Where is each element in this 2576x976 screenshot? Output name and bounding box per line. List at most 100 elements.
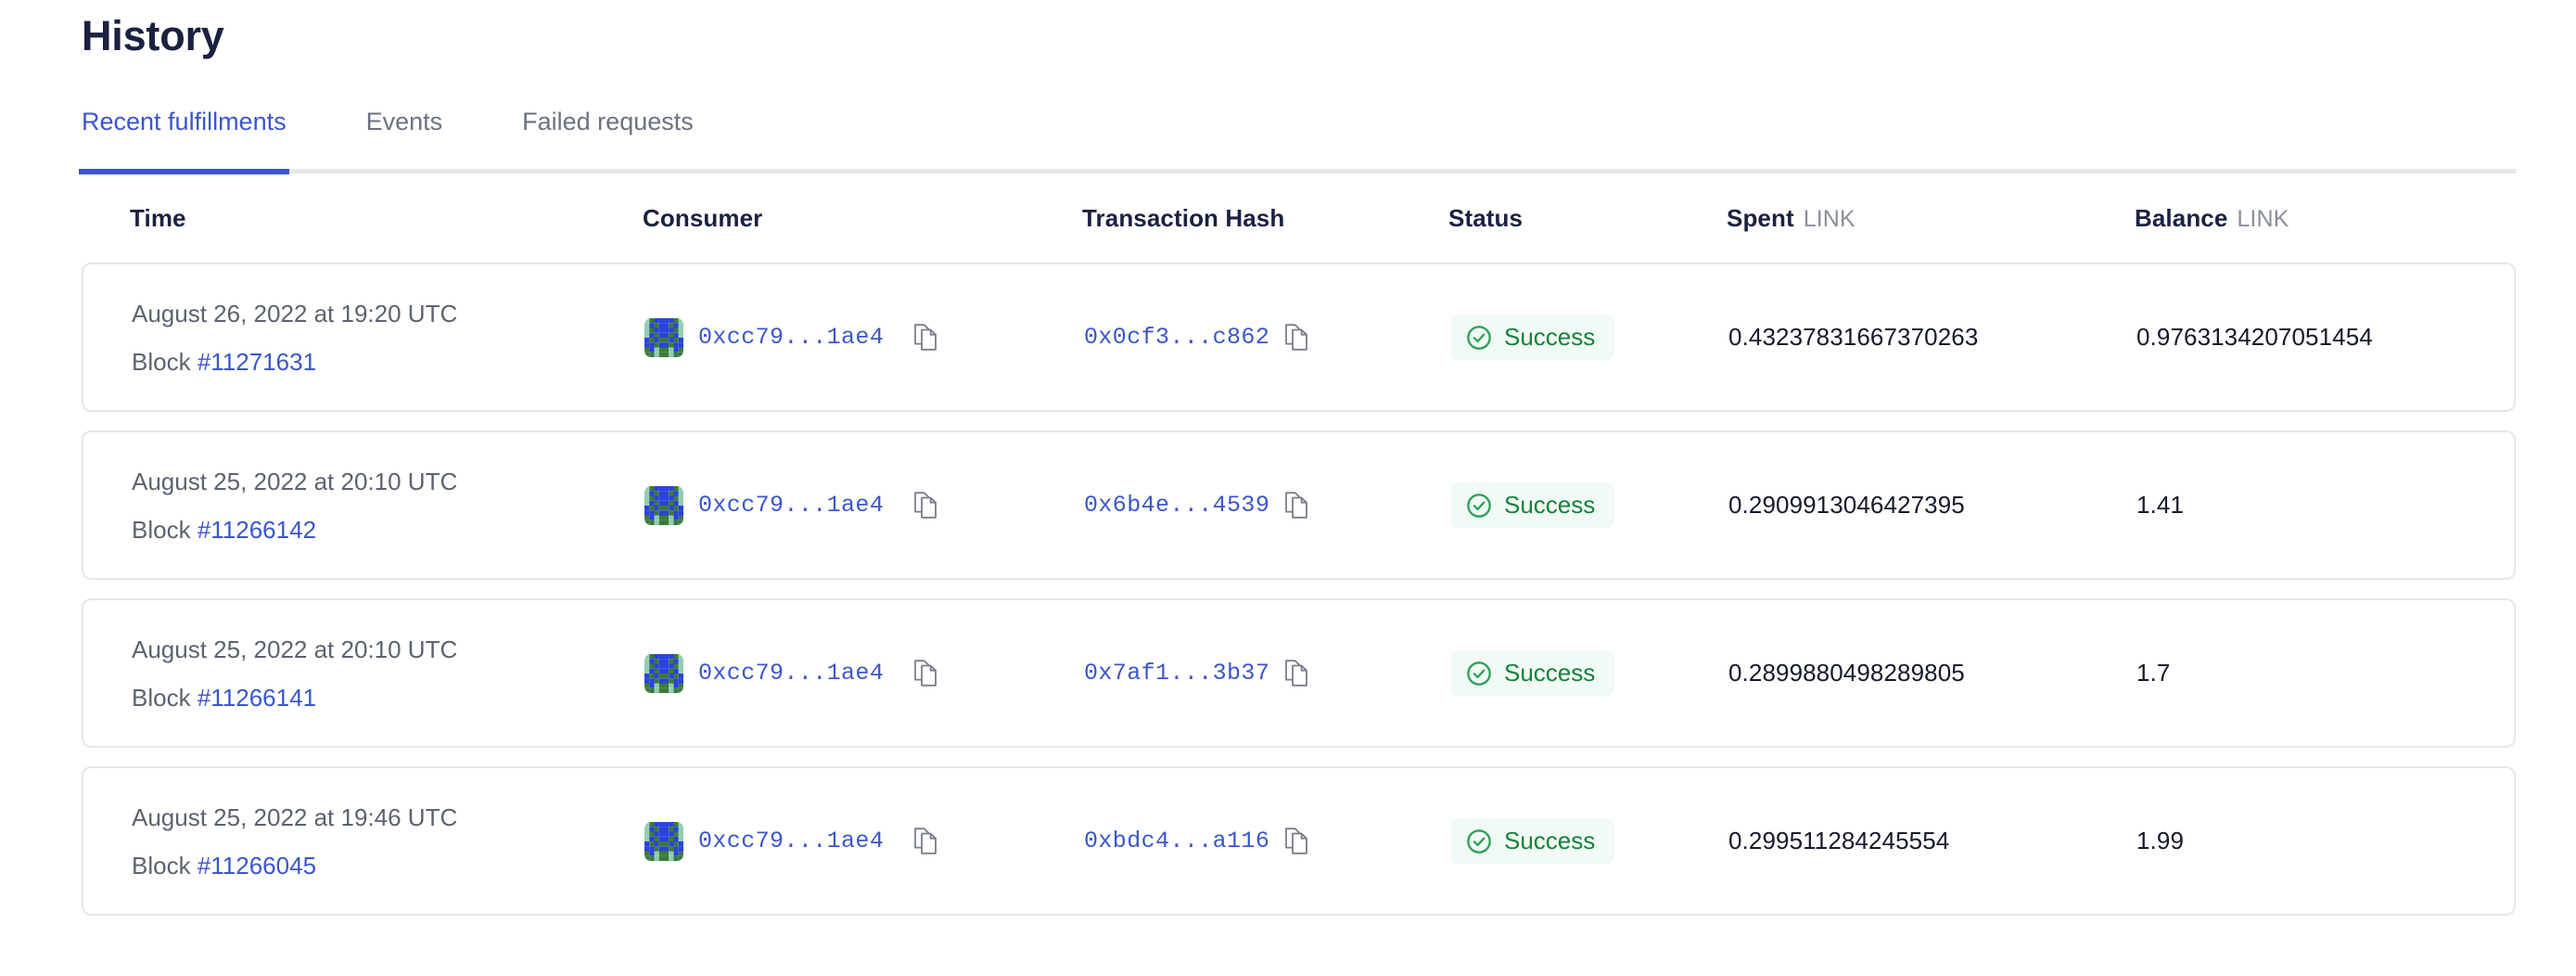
copy-consumer-button[interactable] [899, 491, 937, 520]
column-header-status: Status [1448, 204, 1727, 233]
column-header-label: Time [130, 203, 186, 232]
tx-wrapper: 0x6b4e...4539 [1084, 491, 1450, 520]
tab-list: Recent fulfillments Events Failed requests [79, 98, 2516, 174]
copy-consumer-button[interactable] [899, 659, 937, 687]
identicon-avatar [644, 317, 683, 357]
column-header-spent: Spent LINK [1727, 204, 2135, 233]
block-label: Block [132, 683, 198, 712]
transaction-hash-link[interactable]: 0xbdc4...a116 [1084, 828, 1270, 854]
column-header-label: Balance [2135, 203, 2228, 232]
block-number-link[interactable]: #11266045 [197, 851, 317, 880]
transaction-hash-link[interactable]: 0x7af1...3b37 [1084, 660, 1270, 687]
cell-balance: 0.9763134207051454 [2136, 323, 2373, 351]
cell-status: Success [1450, 650, 1728, 696]
cell-spent: 0.2909913046427395 [1728, 491, 1965, 519]
cell-time: August 25, 2022 at 20:10 UTC Block #11266… [132, 632, 644, 715]
cell-spent: 0.2899880498289805 [1728, 659, 1965, 687]
cell-consumer: 0xcc79...1ae4 [644, 653, 1084, 693]
consumer-address-link[interactable]: 0xcc79...1ae4 [698, 492, 885, 519]
cell-consumer: 0xcc79...1ae4 [644, 821, 1084, 861]
copy-icon[interactable] [913, 491, 937, 520]
tab-recent-fulfillments[interactable]: Recent fulfillments [79, 98, 289, 174]
transaction-hash-link[interactable]: 0x6b4e...4539 [1084, 492, 1270, 519]
block-line: Block #11266142 [132, 512, 644, 547]
cell-status: Success [1450, 315, 1728, 360]
consumer-address-link[interactable]: 0xcc79...1ae4 [698, 660, 885, 687]
table-row[interactable]: August 26, 2022 at 19:20 UTC Block #11271… [82, 263, 2516, 412]
column-header-unit: LINK [1803, 205, 1855, 232]
check-circle-icon [1467, 828, 1491, 854]
transaction-hash-link[interactable]: 0x0cf3...c862 [1084, 324, 1270, 351]
cell-balance: 1.7 [2136, 659, 2171, 687]
copy-icon[interactable] [1284, 827, 1308, 855]
table-row[interactable]: August 25, 2022 at 20:10 UTC Block #11266… [82, 598, 2516, 748]
column-header-balance: Balance LINK [2135, 204, 2515, 233]
column-header-time: Time [130, 204, 643, 233]
consumer-wrapper: 0xcc79...1ae4 [644, 485, 1084, 525]
block-line: Block #11266141 [132, 680, 644, 715]
timestamp-text: August 25, 2022 at 19:46 UTC [132, 803, 458, 831]
column-header-label: Status [1448, 203, 1524, 232]
copy-icon[interactable] [1284, 491, 1308, 520]
cell-transaction-hash: 0x7af1...3b37 [1084, 659, 1450, 687]
status-badge: Success [1450, 818, 1615, 864]
status-badge: Success [1450, 650, 1615, 696]
timestamp-text: August 25, 2022 at 20:10 UTC [132, 635, 458, 663]
copy-icon[interactable] [913, 659, 937, 687]
block-label: Block [132, 851, 198, 880]
page-title: History [82, 12, 224, 59]
block-number-link[interactable]: #11266141 [197, 683, 317, 712]
status-badge-label: Success [1504, 659, 1596, 687]
timestamp-text: August 25, 2022 at 20:10 UTC [132, 467, 458, 495]
block-label: Block [132, 347, 198, 376]
cell-consumer: 0xcc79...1ae4 [644, 485, 1084, 525]
timestamp-text: August 26, 2022 at 19:20 UTC [132, 299, 458, 327]
fulfillments-table: Time Consumer Transaction Hash Status Spent L… [82, 173, 2516, 916]
cell-time: August 25, 2022 at 19:46 UTC Block #11266… [132, 800, 644, 883]
column-header-unit: LINK [2237, 205, 2289, 232]
table-row[interactable]: August 25, 2022 at 19:46 UTC Block #11266… [82, 766, 2516, 916]
consumer-wrapper: 0xcc79...1ae4 [644, 821, 1084, 861]
cell-transaction-hash: 0x0cf3...c862 [1084, 323, 1450, 352]
block-label: Block [132, 515, 198, 544]
copy-transaction-hash-button[interactable] [1269, 659, 1308, 687]
consumer-wrapper: 0xcc79...1ae4 [644, 317, 1084, 357]
status-badge: Success [1450, 482, 1615, 528]
check-circle-icon [1467, 661, 1491, 686]
copy-icon[interactable] [913, 827, 937, 855]
identicon-avatar [644, 653, 683, 693]
table-body: August 26, 2022 at 19:20 UTC Block #11271… [82, 263, 2516, 916]
cell-transaction-hash: 0x6b4e...4539 [1084, 491, 1450, 520]
tab-bar: Recent fulfillments Events Failed requests [79, 98, 2516, 174]
consumer-address-link[interactable]: 0xcc79...1ae4 [698, 324, 885, 351]
tab-failed-requests[interactable]: Failed requests [522, 108, 694, 135]
copy-consumer-button[interactable] [899, 827, 937, 855]
copy-consumer-button[interactable] [899, 323, 937, 352]
cell-status: Success [1450, 482, 1728, 528]
block-number-link[interactable]: #11271631 [197, 347, 317, 376]
status-badge-label: Success [1504, 491, 1596, 519]
copy-transaction-hash-button[interactable] [1269, 323, 1308, 352]
copy-icon[interactable] [913, 323, 937, 352]
column-header-label: Consumer [643, 203, 763, 232]
cell-status: Success [1450, 818, 1728, 864]
tab-bar-baseline [82, 169, 2516, 173]
block-number-link[interactable]: #11266142 [197, 515, 317, 544]
tab-events[interactable]: Events [365, 108, 443, 135]
cell-spent: 0.299511284245554 [1728, 827, 1950, 854]
table-row[interactable]: August 25, 2022 at 20:10 UTC Block #11266… [82, 430, 2516, 580]
copy-transaction-hash-button[interactable] [1269, 827, 1308, 855]
check-circle-icon [1467, 493, 1491, 518]
cell-spent: 0.43237831667370263 [1728, 323, 1979, 351]
identicon-avatar [644, 485, 683, 525]
column-header-tx: Transaction Hash [1082, 204, 1448, 233]
consumer-address-link[interactable]: 0xcc79...1ae4 [698, 828, 885, 854]
identicon-avatar [644, 821, 683, 861]
copy-transaction-hash-button[interactable] [1269, 491, 1308, 520]
tx-wrapper: 0x7af1...3b37 [1084, 659, 1450, 687]
cell-time: August 26, 2022 at 19:20 UTC Block #11271… [132, 296, 644, 379]
copy-icon[interactable] [1284, 659, 1308, 687]
column-header-consumer: Consumer [643, 204, 1082, 233]
copy-icon[interactable] [1284, 323, 1308, 352]
